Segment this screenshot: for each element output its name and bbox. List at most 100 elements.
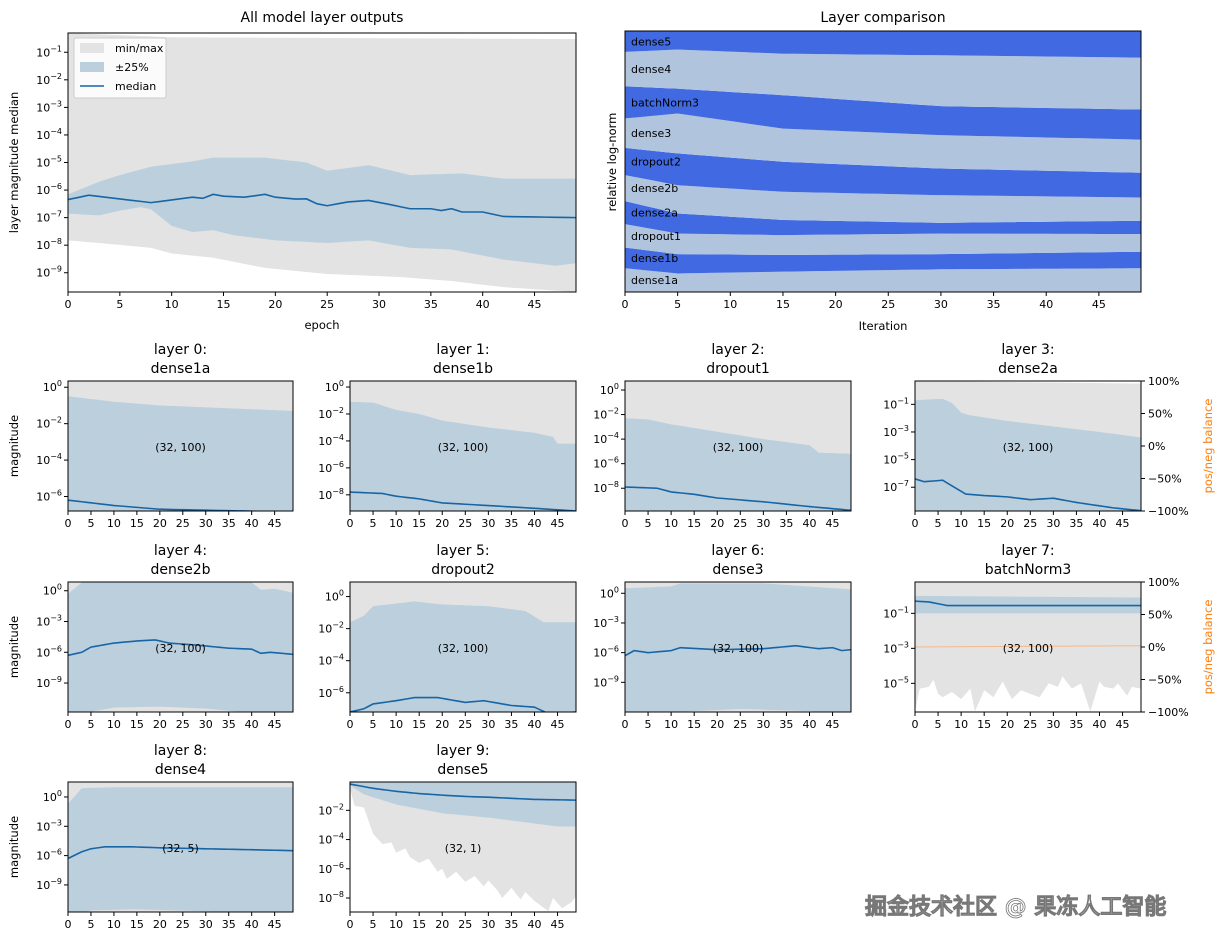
y-tick-label: 10−6 [36,848,62,863]
x-tick-label: 15 [130,918,144,931]
x-tick-label: 40 [1039,298,1053,311]
x-tick-label: 15 [412,517,426,530]
legend-swatch-band [80,62,104,72]
y-tick-label: 10−6 [318,460,344,475]
x-tick-label: 5 [370,918,377,931]
x-tick-label: 30 [199,918,213,931]
right-tick-label: 100% [1148,576,1179,589]
stack-band-dense3 [625,113,1141,173]
y-tick-label: 10−2 [36,416,62,431]
x-tick-label: 40 [245,918,259,931]
stack-label-batchNorm3: batchNorm3 [631,96,699,109]
plot-title-name: dense1a [151,361,211,377]
x-tick-label: 25 [176,517,190,530]
legend-label: median [115,80,156,93]
y-tick-label: 10−2 [318,802,344,817]
x-tick-label: 10 [723,298,737,311]
x-tick-label: 10 [664,718,678,731]
stack-label-dense3: dense3 [631,127,671,140]
x-tick-label: 40 [245,718,259,731]
x-tick-label: 25 [176,918,190,931]
tensor-shape-label: (32, 100) [438,441,489,454]
plot-area [625,381,851,511]
x-tick-label: 10 [107,718,121,731]
x-tick-label: 15 [687,517,701,530]
layer-9-chart: 0 5 10 15 20 25 30 35 40 45 10−2 10−4 10−6 10−8 layer … [318,743,577,931]
x-tick-label: 10 [107,517,121,530]
right-tick-label: 100% [1148,375,1179,388]
y-tick-label: 100 [600,382,619,397]
x-tick-label: 10 [954,718,968,731]
y-tick-label: 10−4 [318,433,344,448]
plot-title: Layer comparison [820,10,945,26]
y-tick-label: 10−9 [36,675,62,690]
tensor-shape-label: (32, 1) [445,842,482,855]
tensor-shape-label: (32, 100) [155,642,206,655]
x-tick-label: 25 [733,517,747,530]
x-tick-label: 35 [987,298,1001,311]
x-tick-label: 15 [412,918,426,931]
stack-label-dense2b: dense2b [631,182,678,195]
axes-frame [67,781,294,913]
tensor-shape-label: (32, 100) [713,642,764,655]
y-tick-label: 10−3 [883,640,909,655]
x-tick-label: 40 [527,517,541,530]
stack-band-dense2a [625,201,1141,236]
y-tick-label: 100 [43,789,62,804]
x-tick-label: 0 [65,517,72,530]
x-tick-label: 35 [424,298,438,311]
axes-frame [349,781,577,913]
tensor-shape-label: (32, 100) [438,642,489,655]
axes-frame [624,30,1142,293]
y-tick-label: 10−6 [36,644,62,659]
x-tick-label: 45 [826,517,840,530]
stack-band-dense1b [625,247,1141,274]
x-tick-label: 0 [347,718,354,731]
y-tick-label: 10−2 [36,72,62,87]
y-axis-label: magnitude [7,415,21,477]
y-tick-label: 10−5 [36,155,62,170]
y-tick-label: 100 [43,379,62,394]
layer-7-chart: 0 5 10 15 20 25 30 35 40 45 10−1 10−3 10−5 layer 7: ba… [883,543,1215,731]
stack-label-dense1a: dense1a [631,274,678,287]
median-line [350,491,576,511]
y-tick-label: 10−4 [593,431,619,446]
x-tick-label: 45 [551,517,565,530]
axes-frame [624,581,852,713]
stack-label-dense4: dense4 [631,63,671,76]
median-line [68,846,293,860]
stack-band-dense4 [625,49,1141,110]
x-tick-label: 35 [1069,517,1083,530]
y-tick-label: 10−6 [318,861,344,876]
layer-2-chart: 0 5 10 15 20 25 30 35 40 45 100 10−2 10−4 10−6 10−8 lay… [593,342,852,530]
stack-band-dense5 [625,31,1141,58]
y-tick-label: 100 [600,585,619,600]
x-tick-label: 45 [268,517,282,530]
plot-title-layer: layer 3: [1001,342,1054,358]
y-tick-label: 10−1 [883,396,909,411]
x-axis-label: epoch [304,318,339,332]
x-tick-label: 45 [826,718,840,731]
right-tick-label: 0% [1148,440,1165,453]
right-axis-label: pos/neg balance [1201,600,1215,695]
y-tick-label: 10−7 [883,479,909,494]
x-tick-label: 45 [1116,517,1130,530]
quartile-band [350,401,576,511]
x-tick-label: 15 [977,517,991,530]
x-tick-label: 25 [458,918,472,931]
y-axis-label: relative log-norm [605,113,619,212]
x-tick-label: 0 [912,517,919,530]
plot-title-name: dense2b [150,562,210,578]
x-tick-label: 5 [645,517,652,530]
x-tick-label: 40 [245,517,259,530]
plot-title-name: dense1b [433,361,493,377]
plot-title-name: dropout1 [706,361,770,377]
x-tick-label: 35 [1069,718,1083,731]
legend-label: ±25% [115,61,149,74]
y-tick-label: 100 [43,583,62,598]
x-tick-label: 25 [320,298,334,311]
y-tick-label: 100 [325,589,344,604]
x-tick-label: 15 [217,298,231,311]
